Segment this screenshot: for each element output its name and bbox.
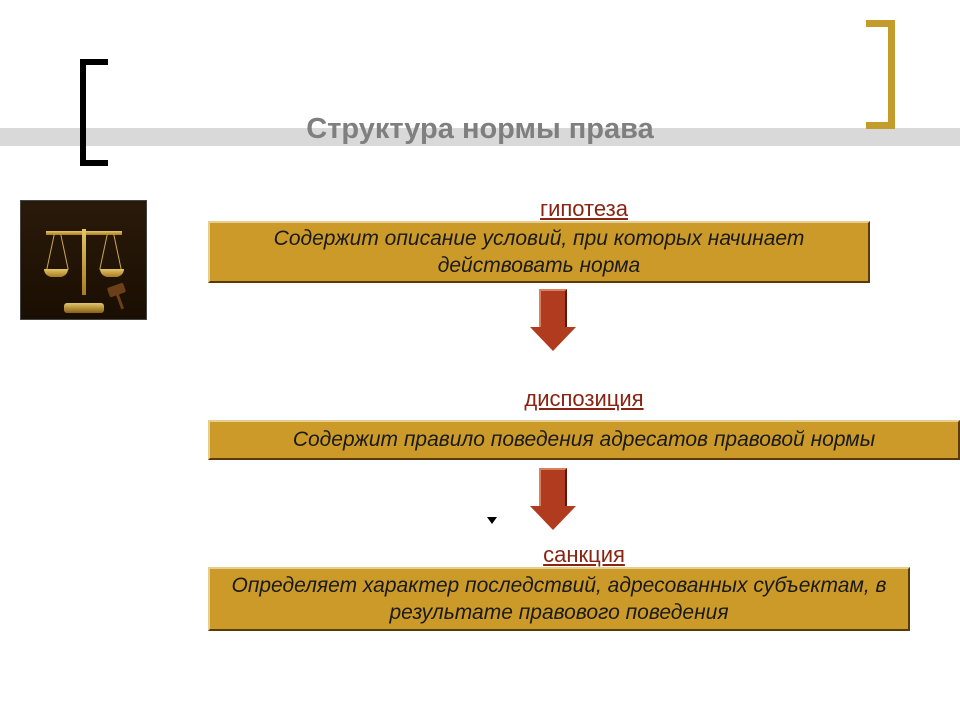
box-sanction-text: Определяет характер последствий, адресов… <box>220 572 898 627</box>
label-disposition: диспозиция <box>208 386 960 412</box>
label-sanction: санкция <box>208 542 960 568</box>
label-disposition-text: диспозиция <box>524 386 643 411</box>
slide-title: Структура нормы права <box>0 113 960 146</box>
label-hypothesis: гипотеза <box>208 196 960 222</box>
box-hypothesis-text: Содержит описание условий, при которых н… <box>220 225 858 280</box>
triangle-marker-icon <box>487 517 497 524</box>
label-sanction-text: санкция <box>543 542 625 567</box>
justice-scales-image <box>20 200 147 320</box>
gavel-icon <box>102 285 136 311</box>
arrow-down-icon <box>530 289 576 351</box>
arrow-down-icon <box>530 468 576 530</box>
box-disposition: Содержит правило поведения адресатов пра… <box>208 420 960 460</box>
label-hypothesis-text: гипотеза <box>540 196 628 221</box>
box-hypothesis: Содержит описание условий, при которых н… <box>208 221 870 283</box>
box-disposition-text: Содержит правило поведения адресатов пра… <box>293 426 875 453</box>
box-sanction: Определяет характер последствий, адресов… <box>208 567 910 631</box>
